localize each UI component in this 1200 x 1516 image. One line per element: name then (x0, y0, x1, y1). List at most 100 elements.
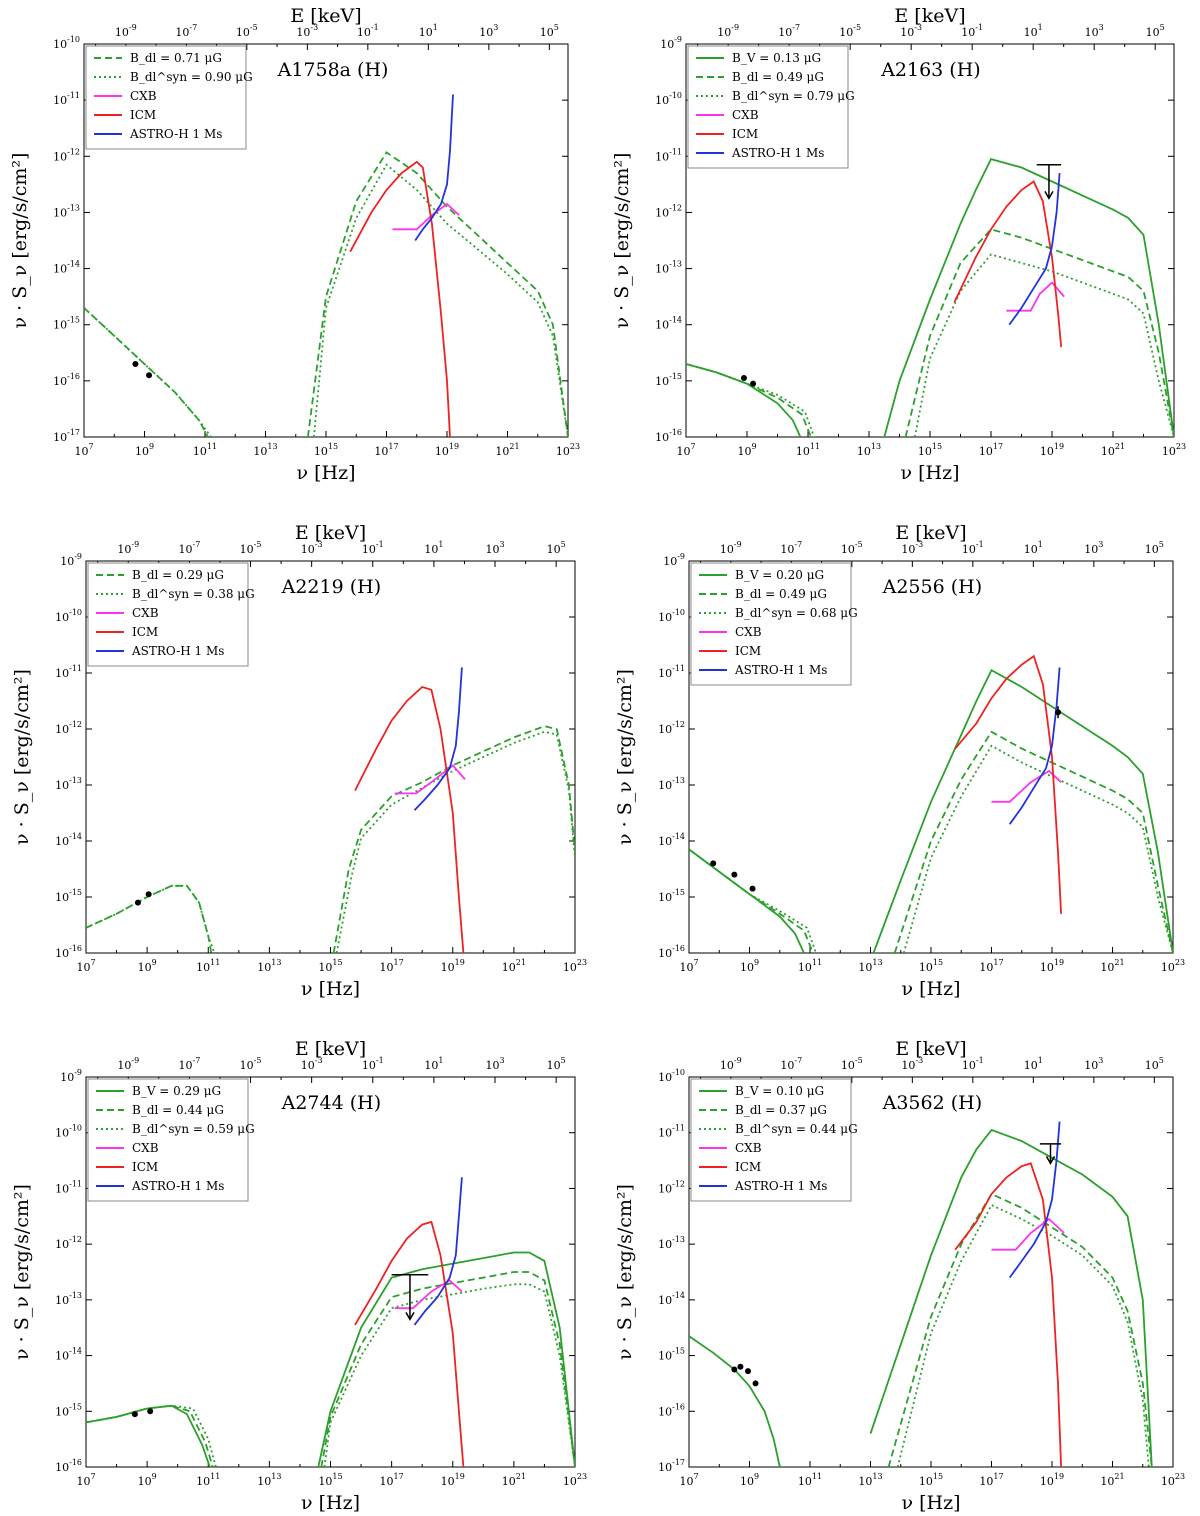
y-tick-label: 10-15 (55, 888, 82, 904)
top-axis-label: E [keV] (895, 1038, 966, 1060)
x-tick-label: 109 (138, 1472, 157, 1488)
top-tick-label: 105 (540, 23, 559, 39)
series-line (954, 654, 1062, 914)
top-tick-label: 10-1 (362, 540, 384, 556)
top-tick-label: 10-1 (961, 23, 983, 39)
series-line (689, 848, 805, 953)
top-tick-label: 103 (1085, 23, 1104, 39)
series-group (686, 158, 1174, 437)
legend-label: B_dl = 0.49 μG (732, 70, 824, 84)
y-tick-label: 10-10 (658, 608, 685, 624)
legend-label: B_dl^syn = 0.38 μG (132, 587, 255, 601)
legend-label: ASTRO-H 1 Ms (731, 146, 824, 160)
top-tick-label: 10-5 (236, 23, 258, 39)
y-axis-label: ν · S_ν [erg/s/cm²] (614, 1184, 636, 1360)
upper-limit-arrow (405, 1311, 415, 1321)
x-tick-label: 1019 (441, 1472, 465, 1488)
x-tick-label: 1023 (1161, 958, 1185, 974)
y-tick-label: 10-13 (55, 776, 82, 792)
y-tick-label: 10-13 (658, 1235, 685, 1251)
legend-label: B_V = 0.20 μG (735, 568, 824, 582)
x-tick-label: 1021 (502, 1472, 526, 1488)
panel-4: 107 109 1011 1013 1015 1017 1019 1021 1023 10-9 10… (614, 522, 1185, 1000)
legend-label: B_dl = 0.71 μG (130, 51, 222, 65)
top-tick-label: 10-7 (178, 1056, 200, 1072)
panel-title: A2219 (H) (281, 576, 382, 598)
x-tick-label: 1017 (979, 958, 1003, 974)
legend-label: CXB (132, 606, 159, 620)
series-line (320, 1271, 575, 1467)
series-line (904, 228, 1174, 437)
top-tick-label: 10-7 (778, 23, 800, 39)
legend-label: B_V = 0.13 μG (732, 51, 821, 65)
series-line (689, 848, 817, 953)
legend-label: ICM (735, 1160, 761, 1174)
series-line (686, 363, 802, 437)
series-line (354, 685, 465, 953)
legend-box (85, 45, 247, 150)
x-tick-label: 107 (679, 958, 698, 974)
series-line (883, 158, 1174, 437)
x-tick-label: 1017 (979, 442, 1003, 458)
y-axis-label: ν · S_ν [erg/s/cm²] (11, 1184, 33, 1360)
series-line (686, 363, 815, 437)
x-tick-label: 1013 (857, 442, 881, 458)
y-tick-label: 10-12 (655, 203, 682, 219)
x-tick-label: 1017 (380, 958, 404, 974)
y-tick-label: 10-15 (53, 316, 80, 332)
top-tick-label: 10-3 (296, 23, 318, 39)
legend-label: B_dl = 0.37 μG (735, 1103, 827, 1117)
x-tick-label: 107 (676, 442, 695, 458)
x-axis-label: ν [Hz] (901, 462, 960, 484)
y-tick-label: 10-14 (55, 832, 82, 848)
top-tick-label: 101 (419, 23, 438, 39)
legend-label: CXB (735, 1141, 762, 1155)
x-tick-label: 1011 (193, 442, 217, 458)
x-tick-label: 1023 (556, 442, 580, 458)
legend-label: ASTRO-H 1 Ms (129, 127, 222, 141)
data-point (737, 1363, 744, 1370)
y-tick-label: 10-16 (658, 1402, 685, 1418)
top-tick-label: 105 (1146, 23, 1165, 39)
y-tick-label: 10-14 (658, 1291, 685, 1307)
upper-limit-arrow (1044, 191, 1054, 200)
legend: B_dl = 0.29 μG B_dl^syn = 0.38 μG CXB ICM AS… (87, 562, 255, 667)
x-axis-label: ν [Hz] (301, 1492, 360, 1514)
x-tick-label: 1019 (1040, 958, 1064, 974)
x-tick-label: 1017 (380, 1472, 404, 1488)
legend-label: ICM (132, 625, 158, 639)
y-axis-label: ν · S_ν [erg/s/cm²] (11, 669, 33, 845)
top-tick-label: 10-5 (841, 540, 863, 556)
y-tick-label: 10-9 (60, 552, 82, 568)
data-point (147, 1408, 154, 1415)
y-tick-label: 10-10 (55, 608, 82, 624)
series-line (323, 1283, 575, 1467)
x-tick-label: 109 (740, 958, 759, 974)
y-tick-label: 10-12 (658, 720, 685, 736)
y-tick-label: 10-11 (658, 664, 685, 680)
x-axis-label: ν [Hz] (902, 1492, 961, 1514)
legend-label: ICM (130, 108, 156, 122)
series-group (689, 654, 1173, 953)
series-line (394, 764, 466, 795)
top-tick-label: 10-5 (240, 1056, 262, 1072)
y-tick-label: 10-9 (660, 35, 682, 51)
legend-box (87, 1078, 249, 1202)
data-point (731, 871, 738, 878)
x-tick-label: 1019 (435, 442, 459, 458)
series-line (86, 884, 216, 953)
top-tick-label: 10-3 (301, 1056, 323, 1072)
series-line (1008, 173, 1061, 326)
top-tick-label: 10-1 (962, 1056, 984, 1072)
y-axis-label: ν · S_ν [erg/s/cm²] (9, 153, 31, 329)
x-tick-label: 1023 (563, 958, 587, 974)
panel-1: 107 109 1011 1013 1015 1017 1019 1021 1023 10-9 10… (9, 5, 580, 484)
top-tick-label: 101 (1024, 1056, 1043, 1072)
y-tick-label: 10-9 (663, 552, 685, 568)
series-line (902, 744, 1173, 953)
legend-box (687, 45, 849, 169)
x-tick-label: 1015 (318, 1472, 342, 1488)
x-tick-label: 1011 (796, 442, 820, 458)
y-tick-label: 10-9 (60, 1068, 82, 1084)
